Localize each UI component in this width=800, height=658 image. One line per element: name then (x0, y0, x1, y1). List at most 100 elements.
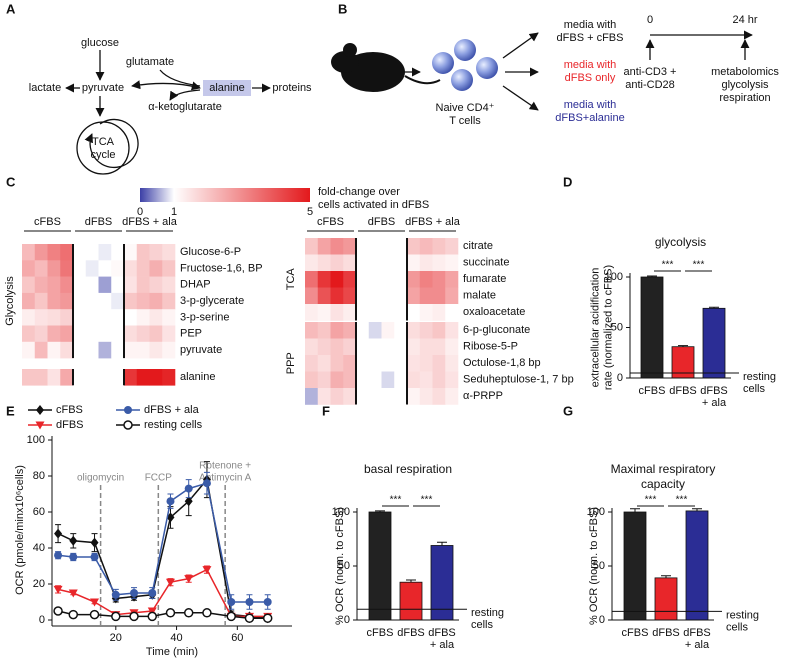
heat-cell (407, 388, 421, 405)
heat-cell (162, 309, 176, 326)
heat-cell (394, 322, 408, 339)
group-label: dFBS + ala (122, 216, 178, 228)
row-label: Seduheptulose-1, 7 bp (463, 374, 574, 386)
panel-label: B (338, 1, 347, 16)
heat-cell (60, 260, 74, 277)
heat-cell (111, 244, 125, 261)
cycle-label: TCA (92, 136, 115, 148)
heat-cell (381, 254, 395, 272)
heat-cell (47, 260, 61, 277)
chart-title: capacity (641, 477, 685, 491)
arrow (502, 85, 539, 111)
heat-cell (149, 325, 163, 343)
heat-cell (124, 325, 138, 343)
x-tick-label: 20 (110, 632, 122, 644)
heat-cell (432, 355, 446, 372)
heat-cell (330, 304, 344, 321)
row-label: succinate (463, 257, 509, 269)
heat-cell (149, 292, 163, 310)
heat-cell (445, 388, 459, 405)
x-axis-label: Time (min) (146, 646, 198, 658)
heat-cell (162, 325, 176, 343)
heat-cell (73, 276, 87, 294)
heat-cell (22, 292, 36, 310)
heat-cell (343, 254, 357, 272)
heat-cell (85, 309, 99, 326)
marker (263, 598, 272, 606)
heat-cell (60, 341, 74, 359)
heat-cell (381, 371, 395, 389)
heat-cell (330, 238, 344, 255)
heat-cell (305, 338, 319, 356)
y-axis-label: OCR (pmole/minx10⁶cells) (14, 465, 26, 595)
marker (69, 553, 78, 561)
heat-cell (73, 309, 87, 326)
group-label: cFBS (34, 216, 61, 228)
heat-cell (343, 322, 357, 339)
heat-cell (394, 238, 408, 255)
y-tick-label: 100 (587, 506, 605, 518)
heat-cell (343, 287, 357, 305)
marker (166, 497, 175, 506)
row-label: fumarate (463, 273, 506, 285)
heat-cell (394, 254, 408, 272)
heat-cell (85, 276, 99, 294)
group-label: dFBS (85, 216, 113, 228)
heat-cell (47, 341, 61, 359)
heat-cell (343, 338, 357, 356)
x-tick-label: dFBS (700, 385, 728, 397)
heat-cell (124, 341, 138, 359)
chart-title: glycolysis (655, 235, 706, 249)
heat-cell (330, 271, 344, 288)
marker (111, 590, 120, 599)
marker (54, 528, 63, 539)
heat-cell (407, 322, 421, 339)
heat-cell (317, 304, 331, 321)
heat-cell (317, 254, 331, 272)
pathway-node: lactate (29, 82, 61, 94)
heat-cell (34, 341, 48, 359)
heat-cell (343, 271, 357, 288)
heat-cell (381, 271, 395, 288)
injection-label: oligomycin (77, 473, 124, 484)
heat-cell (407, 371, 421, 389)
readout-label: metabolomics (711, 66, 779, 78)
heat-cell (34, 260, 48, 277)
x-tick-label: dFBS (683, 627, 711, 639)
heat-cell (368, 388, 382, 405)
marker (35, 421, 45, 430)
heat-cell (432, 254, 446, 272)
error-bar (437, 541, 447, 546)
panel-label: D (563, 174, 572, 189)
marker (202, 608, 212, 618)
y-axis-label: % OCR (norm. to cFBS) (588, 507, 600, 625)
heat-cell (356, 271, 370, 288)
heat-cell (330, 254, 344, 272)
heat-cell (47, 292, 61, 310)
heat-cell (34, 292, 48, 310)
heat-cell (317, 287, 331, 305)
chart-title: basal respiration (364, 462, 452, 476)
row-label: α-PRPP (463, 390, 503, 402)
heat-cell (305, 254, 319, 272)
heat-cell (356, 355, 370, 372)
heat-cell (343, 238, 357, 255)
heat-cell (432, 271, 446, 288)
heat-cell (136, 292, 150, 310)
heat-cell (149, 309, 163, 326)
heat-cell (136, 369, 150, 386)
row-label: 3-p-serine (180, 311, 230, 323)
row-label: Octulose-1,8 bp (463, 357, 541, 369)
y-tick-label: 0 (617, 372, 623, 384)
heat-cell (22, 276, 36, 294)
heat-cell (305, 371, 319, 389)
heat-cell (149, 369, 163, 386)
legend-label: dFBS + ala (144, 404, 200, 416)
condition-label: media with (564, 99, 617, 111)
heat-cell (305, 271, 319, 288)
heat-cell (124, 292, 138, 310)
pathway-node: glucose (81, 37, 119, 49)
heat-cell (381, 338, 395, 356)
heat-cell (22, 260, 36, 277)
heat-cell (356, 287, 370, 305)
